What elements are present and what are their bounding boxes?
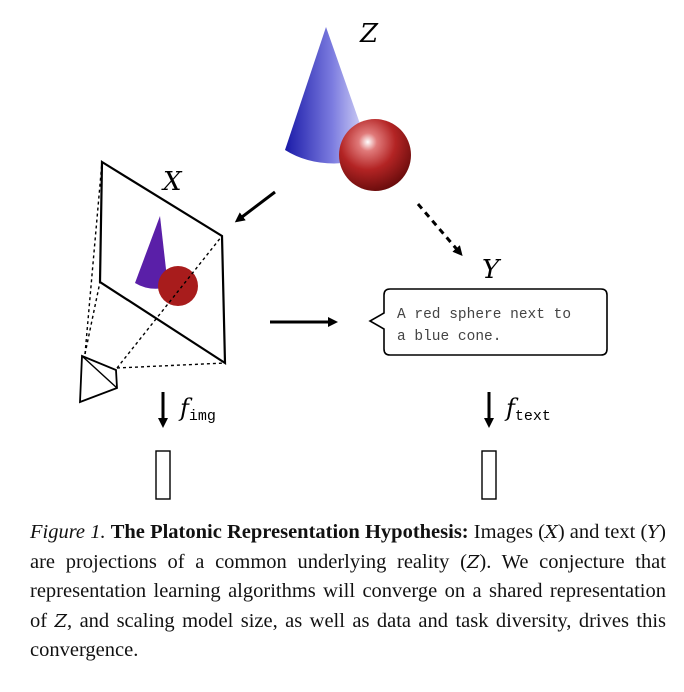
image-cone — [135, 216, 168, 289]
caption-text-4: ). We conjecture that representation lea… — [30, 550, 666, 632]
caption-text-1: Images ( — [468, 521, 545, 543]
caption-text-3: ) are projections of a common underlying… — [30, 521, 666, 573]
arrow-z-to-x — [234, 190, 276, 223]
platonic-diagram: Z X Y A red sphere next to a blue cone. … — [79, 19, 608, 500]
label-z: Z — [359, 19, 379, 49]
caption-var-z: Z — [466, 551, 480, 573]
reality-object-z — [285, 27, 411, 191]
caption-title: The Platonic Representation Hypothesis: — [110, 521, 469, 543]
f-text-label: ftext — [504, 394, 551, 425]
f-img-label: fimg — [178, 394, 216, 425]
caption-text-5: , and scaling model size, as well as dat… — [30, 609, 666, 662]
text-embedding-vector — [481, 450, 497, 500]
arrow-z-to-y-dashed — [416, 203, 463, 257]
caption-var-y: Y — [647, 522, 660, 543]
label-x: X — [161, 167, 183, 197]
image-plane-x — [79, 160, 227, 404]
speech-bubble — [368, 288, 608, 356]
caption-var-x: X — [544, 522, 558, 543]
text-box-line-2: a blue cone. — [397, 329, 501, 345]
camera-icon — [79, 354, 118, 404]
caption-var-z-2: Z — [54, 610, 68, 632]
image-sphere — [158, 266, 198, 306]
red-sphere — [339, 119, 411, 191]
text-box-y: A red sphere next to a blue cone. — [368, 288, 608, 356]
caption-text-2: ) and text ( — [557, 521, 648, 543]
figure-label: Figure 1. — [30, 521, 106, 543]
text-box-line-1: A red sphere next to — [397, 307, 571, 323]
image-embedding-vector — [155, 450, 171, 500]
frustum-lines — [84, 161, 226, 369]
figure-caption: Figure 1. The Platonic Representation Hy… — [30, 518, 666, 666]
label-y: Y — [482, 255, 502, 285]
